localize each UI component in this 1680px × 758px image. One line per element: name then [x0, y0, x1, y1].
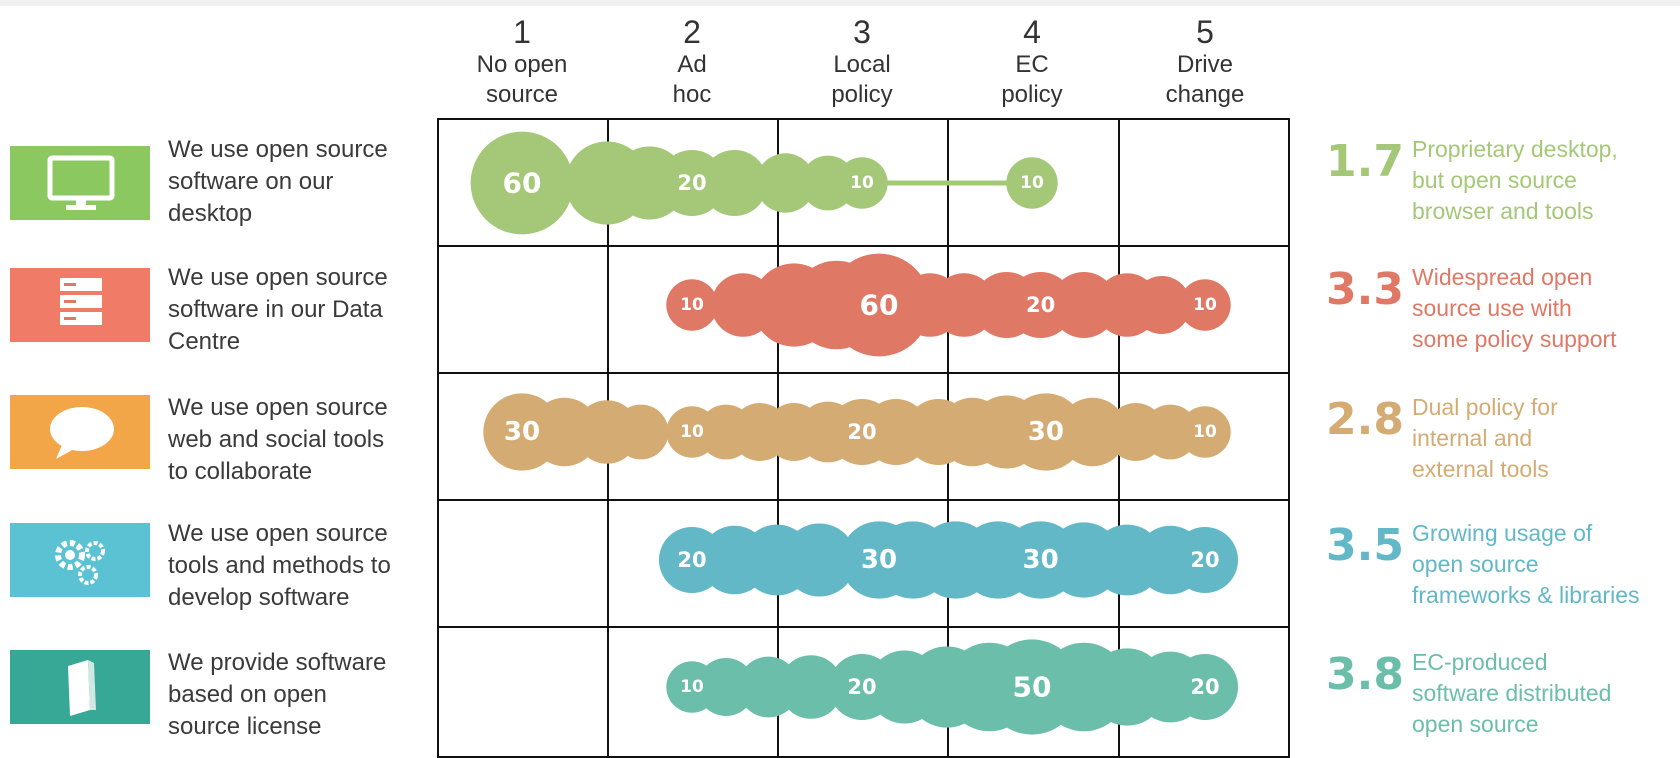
bubble-value-label: 10 [680, 677, 704, 697]
bubble-series: 30 10 20 30 10 [483, 393, 1231, 471]
bubble [1006, 157, 1058, 209]
bubble-value-label: 30 [861, 545, 897, 575]
bubble [613, 404, 669, 460]
bubble-value-label: 20 [677, 171, 706, 195]
bubble-value-label: 30 [1023, 545, 1059, 575]
bubble [836, 157, 888, 209]
row-description: Proprietary desktop, but open source bro… [1412, 136, 1618, 224]
grid-row-divider [439, 499, 1288, 501]
desktop-monitor-icon [10, 146, 150, 220]
level-label: Drive change [1165, 51, 1245, 108]
level-header-4: 4 EC policy [947, 14, 1117, 110]
level-number: 4 [1023, 14, 1041, 50]
bubble-value-label: 20 [1026, 293, 1055, 317]
row-score: 3.3 [1326, 264, 1404, 315]
bubble [701, 149, 768, 217]
row-statement: We use open source tools and methods to … [168, 520, 391, 611]
bubble-value-label: 10 [680, 295, 704, 315]
bubble [1058, 397, 1127, 467]
bubble-series: 10 20 50 20 [666, 639, 1239, 735]
bubble-value-label: 10 [1193, 295, 1217, 315]
level-header-3: 3 Local policy [777, 14, 947, 110]
bubble-value-label: 20 [847, 675, 876, 699]
level-label: No open source [476, 51, 568, 108]
bubble [1132, 276, 1191, 334]
bubble [782, 523, 857, 597]
box-icon [10, 650, 150, 724]
bubble-value-label: 30 [504, 417, 540, 447]
grid-row-divider [439, 626, 1288, 628]
bubble [1171, 653, 1239, 721]
bubble [779, 655, 843, 719]
bubble [470, 131, 574, 235]
bubble-value-label: 20 [847, 420, 876, 444]
bubble [755, 153, 816, 213]
level-label: Ad hoc [672, 51, 712, 108]
bubble-value-label: 60 [860, 289, 899, 322]
level-label: EC policy [1001, 51, 1063, 108]
bubble [1171, 526, 1239, 594]
bubble-value-label: 10 [1020, 173, 1044, 193]
row-score: 3.5 [1326, 520, 1404, 571]
bubble-value-label: 20 [1190, 675, 1219, 699]
bubble [827, 253, 931, 357]
bubble-value-label: 10 [1193, 422, 1217, 442]
level-label: Local policy [831, 51, 893, 108]
row-description: Dual policy for internal and external to… [1412, 394, 1558, 482]
level-header-1: 1 No open source [437, 14, 607, 110]
level-number: 2 [683, 14, 701, 50]
bubble-value-label: 30 [1028, 417, 1064, 447]
gears-icon [10, 523, 150, 597]
bubble [666, 279, 718, 331]
bubble [1179, 406, 1231, 458]
bubble [697, 658, 755, 716]
row-statement: We use open source software on our deskt… [168, 136, 388, 227]
bubble-value-label: 50 [1013, 671, 1052, 704]
level-number: 5 [1196, 14, 1214, 50]
row-score: 3.8 [1326, 649, 1404, 700]
row-description: EC-produced software distributed open so… [1412, 649, 1612, 737]
bubble [1179, 279, 1231, 331]
speech-bubble-icon [10, 395, 150, 469]
grid-row-divider [439, 245, 1288, 247]
row-score: 1.7 [1326, 136, 1404, 187]
bubble-series: 20 30 30 20 [658, 521, 1239, 599]
bubble-series: 60 20 10 10 [470, 131, 1058, 235]
top-border [0, 0, 1680, 6]
row-score: 2.8 [1326, 394, 1404, 445]
bubble-value-label: 60 [503, 167, 542, 200]
bubble-value-label: 20 [1190, 548, 1219, 572]
row-description: Widespread open source use with some pol… [1412, 264, 1617, 352]
row-statement: We use open source web and social tools … [168, 394, 388, 485]
row-statement: We provide software based on open source… [168, 649, 387, 740]
level-number: 3 [853, 14, 871, 50]
row-statement: We use open source software in our Data … [168, 264, 388, 355]
level-header-2: 2 Ad hoc [607, 14, 777, 110]
row-description: Growing usage of open source frameworks … [1412, 520, 1640, 608]
level-header-5: 5 Drive change [1120, 14, 1290, 110]
level-number: 1 [513, 14, 531, 50]
bubble-series: 10 60 20 10 [666, 253, 1231, 357]
bubble-value-label: 10 [680, 422, 704, 442]
server-rack-icon [10, 268, 150, 342]
bubble-value-label: 20 [677, 548, 706, 572]
grid-row-divider [439, 372, 1288, 374]
bubble-value-label: 10 [850, 173, 874, 193]
